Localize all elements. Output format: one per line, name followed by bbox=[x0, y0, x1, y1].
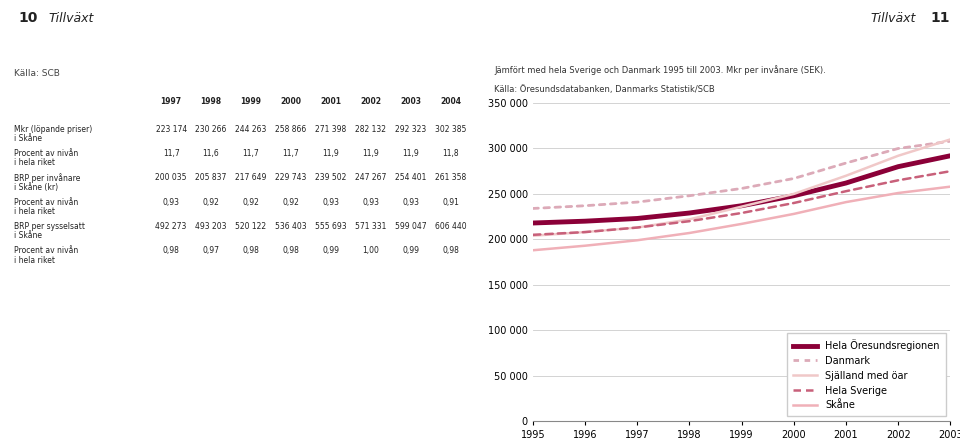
Text: 606 440: 606 440 bbox=[435, 222, 467, 231]
Text: i hela riket: i hela riket bbox=[14, 207, 56, 216]
Text: 205 837: 205 837 bbox=[196, 173, 227, 182]
Text: 0,97: 0,97 bbox=[203, 246, 220, 255]
Text: 229 743: 229 743 bbox=[276, 173, 306, 182]
Text: i Skåne: i Skåne bbox=[14, 231, 42, 240]
Text: 11,6: 11,6 bbox=[203, 149, 220, 158]
Text: BRUTTOREGIONPRODUKTEN (BRP) I SKÅNE JÄMFÖRT MED RIKET: BRUTTOREGIONPRODUKTEN (BRP) I SKÅNE JÄMF… bbox=[23, 45, 350, 56]
Text: 2000: 2000 bbox=[280, 97, 301, 106]
Text: 0,93: 0,93 bbox=[162, 198, 180, 207]
Text: 230 266: 230 266 bbox=[196, 125, 227, 134]
Text: 11: 11 bbox=[930, 12, 949, 26]
Text: 2002: 2002 bbox=[360, 97, 381, 106]
Text: i hela riket: i hela riket bbox=[14, 256, 56, 265]
Text: 1997: 1997 bbox=[160, 97, 181, 106]
Text: 11,9: 11,9 bbox=[402, 149, 419, 158]
Text: 0,92: 0,92 bbox=[282, 198, 300, 207]
Text: 0,93: 0,93 bbox=[362, 198, 379, 207]
Text: Procent av nivån: Procent av nivån bbox=[14, 149, 79, 158]
Text: 11,9: 11,9 bbox=[362, 149, 379, 158]
Text: 11,7: 11,7 bbox=[163, 149, 180, 158]
Text: Tillväxt: Tillväxt bbox=[870, 12, 916, 25]
Legend: Hela Öresundsregionen, Danmark, Själland med öar, Hela Sverige, Skåne: Hela Öresundsregionen, Danmark, Själland… bbox=[787, 333, 946, 416]
Text: 247 267: 247 267 bbox=[355, 173, 386, 182]
Text: 0,98: 0,98 bbox=[282, 246, 300, 255]
Text: i hela riket: i hela riket bbox=[14, 158, 56, 168]
Text: 2003: 2003 bbox=[400, 97, 421, 106]
Text: i Skåne (kr): i Skåne (kr) bbox=[14, 183, 59, 192]
Text: 536 403: 536 403 bbox=[275, 222, 306, 231]
Text: 11,7: 11,7 bbox=[282, 149, 300, 158]
Text: BRUTTOREGIONPRODUKTEN I SKÅNE OCH ÖRESUNDSREGIONEN: BRUTTOREGIONPRODUKTEN I SKÅNE OCH ÖRESUN… bbox=[499, 46, 824, 55]
Text: 11,8: 11,8 bbox=[443, 149, 459, 158]
Text: 0,98: 0,98 bbox=[162, 246, 180, 255]
Text: 217 649: 217 649 bbox=[235, 173, 267, 182]
Text: 10: 10 bbox=[18, 12, 37, 26]
Text: 244 263: 244 263 bbox=[235, 125, 267, 134]
Text: Procent av nivån: Procent av nivån bbox=[14, 198, 79, 207]
Text: 1,00: 1,00 bbox=[362, 246, 379, 255]
Text: 0,93: 0,93 bbox=[402, 198, 420, 207]
Text: 1999: 1999 bbox=[240, 97, 261, 106]
Text: 11,9: 11,9 bbox=[323, 149, 339, 158]
Text: 0,92: 0,92 bbox=[203, 198, 220, 207]
Text: 223 174: 223 174 bbox=[156, 125, 187, 134]
Text: 492 273: 492 273 bbox=[156, 222, 187, 231]
Text: 493 203: 493 203 bbox=[195, 222, 227, 231]
Text: Källa: Öresundsdatabanken, Danmarks Statistik/SCB: Källa: Öresundsdatabanken, Danmarks Stat… bbox=[494, 85, 715, 94]
Text: 302 385: 302 385 bbox=[435, 125, 467, 134]
Text: 571 331: 571 331 bbox=[355, 222, 386, 231]
Text: 0,99: 0,99 bbox=[323, 246, 339, 255]
Text: 239 502: 239 502 bbox=[315, 173, 347, 182]
Text: Tillväxt: Tillväxt bbox=[48, 12, 93, 25]
Text: 555 693: 555 693 bbox=[315, 222, 347, 231]
Text: 599 047: 599 047 bbox=[395, 222, 426, 231]
Text: Mkr (löpande priser): Mkr (löpande priser) bbox=[14, 125, 93, 134]
Text: BRP per invånare: BRP per invånare bbox=[14, 173, 81, 183]
Text: BRP per sysselsatt: BRP per sysselsatt bbox=[14, 222, 85, 231]
Text: 0,91: 0,91 bbox=[442, 198, 459, 207]
Text: 282 132: 282 132 bbox=[355, 125, 386, 134]
Text: 261 358: 261 358 bbox=[435, 173, 466, 182]
Text: 0,93: 0,93 bbox=[323, 198, 339, 207]
Text: 0,98: 0,98 bbox=[442, 246, 459, 255]
Text: 520 122: 520 122 bbox=[235, 222, 267, 231]
Text: 254 401: 254 401 bbox=[395, 173, 426, 182]
Text: 271 398: 271 398 bbox=[315, 125, 347, 134]
Text: 0,92: 0,92 bbox=[243, 198, 259, 207]
Text: 292 323: 292 323 bbox=[395, 125, 426, 134]
Text: Källa: SCB: Källa: SCB bbox=[14, 69, 60, 78]
Text: 1998: 1998 bbox=[201, 97, 222, 106]
Text: 0,99: 0,99 bbox=[402, 246, 420, 255]
Text: i Skåne: i Skåne bbox=[14, 134, 42, 143]
Text: Procent av nivån: Procent av nivån bbox=[14, 246, 79, 255]
Text: 200 035: 200 035 bbox=[156, 173, 187, 182]
Text: 11,7: 11,7 bbox=[243, 149, 259, 158]
Text: 2001: 2001 bbox=[321, 97, 341, 106]
Text: 258 866: 258 866 bbox=[276, 125, 306, 134]
Text: Jämfört med hela Sverige och Danmark 1995 till 2003. Mkr per invånare (SEK).: Jämfört med hela Sverige och Danmark 199… bbox=[494, 65, 827, 75]
Text: 0,98: 0,98 bbox=[243, 246, 259, 255]
Text: 2004: 2004 bbox=[440, 97, 461, 106]
